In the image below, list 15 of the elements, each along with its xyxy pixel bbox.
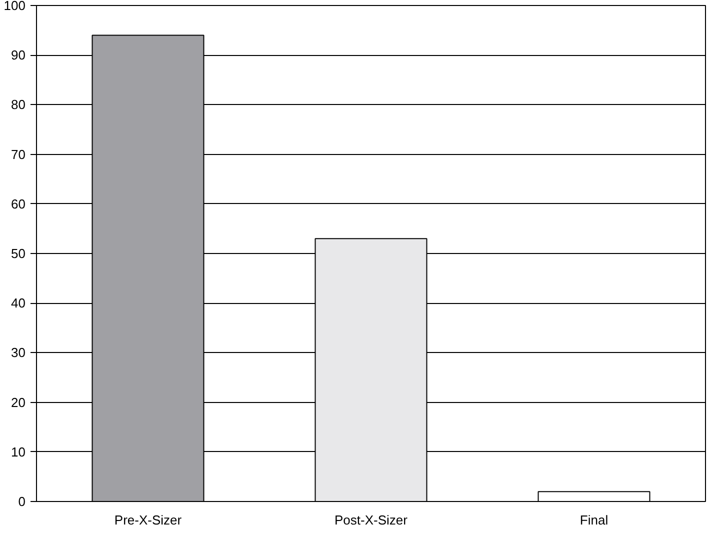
y-tick-label: 80 xyxy=(11,97,26,112)
y-tick-label: 20 xyxy=(11,394,26,410)
x-tick-label: Pre-X-Sizer xyxy=(114,512,182,528)
y-tick-label: 100 xyxy=(4,0,26,13)
x-tick-label: Post-X-Sizer xyxy=(334,512,408,528)
y-tick-label: 0 xyxy=(18,494,26,509)
y-tick-label: 70 xyxy=(11,146,26,162)
bar xyxy=(538,491,650,502)
x-tick-label: Final xyxy=(580,512,608,528)
y-tick-label: 60 xyxy=(11,196,26,212)
y-tick-label: 50 xyxy=(11,246,26,261)
y-tick-label: 30 xyxy=(11,345,26,360)
y-tick-label: 40 xyxy=(11,296,26,311)
y-tick-label: 10 xyxy=(11,444,26,460)
y-tick-label: 90 xyxy=(11,48,26,63)
